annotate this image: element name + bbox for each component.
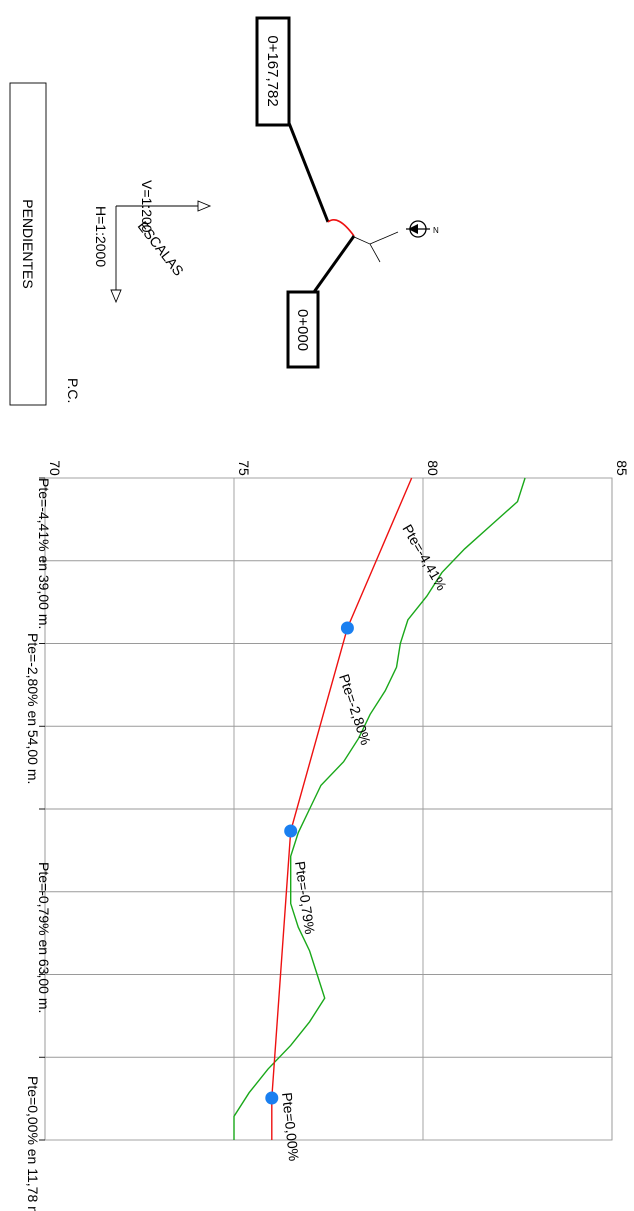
grade-label: Pte=0,00% bbox=[279, 1092, 302, 1162]
slope-segment-list: Pte=-4,41% en 39,00 m. Pte=-2,80% en 54,0… bbox=[25, 478, 52, 1211]
alignment-curve bbox=[327, 219, 355, 237]
grade-label: Pte=-4,41% bbox=[399, 522, 450, 594]
alignment-line-1 bbox=[287, 122, 330, 223]
grade-label: Pte=-2,80% bbox=[336, 672, 374, 747]
slope-segment-label: Pte=-4,41% en 39,00 m. bbox=[36, 478, 52, 629]
svg-text:N: N bbox=[433, 226, 439, 235]
end-station-box bbox=[255, 16, 291, 127]
horizontal-scale-label: H=1:2000 bbox=[93, 206, 109, 267]
grade-vertex bbox=[265, 1091, 279, 1105]
pc-label: P.C. bbox=[65, 378, 81, 403]
end-station-label: 0+167,782 bbox=[264, 35, 281, 106]
north-arrow-icon: N bbox=[406, 220, 439, 238]
scales-title: ESCALAS bbox=[135, 218, 187, 279]
leader-line bbox=[351, 231, 399, 263]
grade-labels: Pte=-4,41% Pte=-2,80% Pte=-0,79% Pte=0,00% bbox=[279, 522, 450, 1162]
elevation-tick-label: 80 bbox=[425, 460, 441, 476]
profile-grid bbox=[39, 477, 613, 1141]
legend-label: PENDIENTES bbox=[20, 199, 36, 288]
alignment-line-2 bbox=[312, 235, 356, 293]
scale-indicator: V=1:200 H=1:2000 ESCALAS bbox=[93, 180, 212, 304]
elevation-axis: 85 80 75 70 bbox=[47, 460, 630, 476]
profile-chart: 85 80 75 70 Pte=-4,41% en 39,00 m. Pte=-2,80… bbox=[25, 460, 630, 1211]
grade-vertices bbox=[265, 621, 354, 1105]
slope-segment-label: Pte=-2,80% en 54,00 m. bbox=[25, 633, 41, 784]
slope-segment-label: Pte=0,00% en 11,78 m. bbox=[25, 1076, 41, 1211]
elevation-tick-label: 75 bbox=[236, 460, 252, 476]
terrain-line bbox=[233, 477, 526, 1140]
slope-segment-label: Pte=-0,79% en 63,00 m. bbox=[36, 862, 52, 1013]
legend-box: PENDIENTES bbox=[9, 82, 47, 406]
vertical-scale-label: V=1:200 bbox=[139, 180, 155, 233]
grade-vertex bbox=[284, 824, 298, 838]
grade-label: Pte=-0,79% bbox=[292, 860, 318, 935]
start-station-label: 0+000 bbox=[294, 309, 311, 351]
grade-vertex bbox=[340, 621, 354, 635]
elevation-tick-label: 70 bbox=[47, 460, 63, 476]
start-station-box bbox=[286, 290, 320, 369]
elevation-tick-label: 85 bbox=[614, 460, 630, 476]
plan-view: 0+167,782 0+000 N bbox=[255, 16, 439, 369]
